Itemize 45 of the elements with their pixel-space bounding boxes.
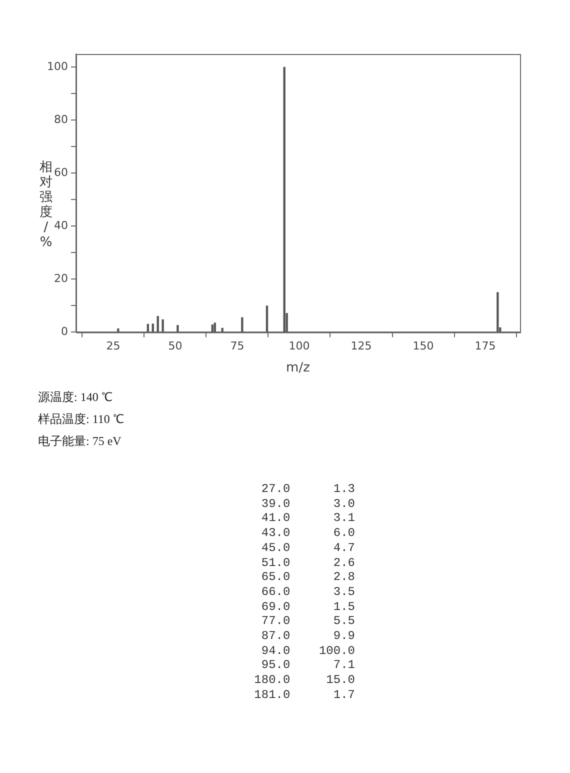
text: 39.0 3.0 xyxy=(260,496,355,512)
text: 电子能量: 75 eV xyxy=(38,433,122,450)
text: 87.0 9.9 xyxy=(260,629,355,644)
bar xyxy=(176,324,179,332)
bar xyxy=(283,66,286,332)
bar xyxy=(496,292,499,332)
x-tick-label: 75 xyxy=(230,340,244,353)
text: 41.0 3.1 xyxy=(260,511,355,526)
text: 45.0 4.7 xyxy=(260,540,355,556)
bar xyxy=(152,324,154,332)
x-tick-label: 125 xyxy=(350,340,372,353)
bar xyxy=(162,319,164,332)
bar xyxy=(214,322,216,332)
text: 95.0 7.1 xyxy=(260,658,355,674)
bar xyxy=(156,316,159,332)
x-axis-title: m/z xyxy=(286,360,310,376)
y-tick-label: 80 xyxy=(54,113,68,126)
text: 样品温度: 110 ℃ xyxy=(38,411,124,428)
bar xyxy=(117,328,120,332)
text: 27.0 1.3 xyxy=(260,482,355,497)
bar xyxy=(241,317,244,332)
y-tick-label: 60 xyxy=(54,166,68,180)
text: 94.0 100.0 xyxy=(260,644,355,658)
x-tick-label: 50 xyxy=(168,340,182,353)
text: 180.0 15.0 xyxy=(254,673,355,688)
text: 65.0 2.8 xyxy=(260,570,355,585)
bar xyxy=(146,324,150,332)
x-tick-label: 25 xyxy=(106,340,120,353)
bar xyxy=(211,324,214,332)
y-axis-title: 相对强度/% xyxy=(38,160,54,250)
text: 69.0 1.5 xyxy=(260,600,355,614)
text: 66.0 3.5 xyxy=(260,584,355,600)
bar xyxy=(266,306,268,332)
text: 43.0 6.0 xyxy=(260,526,355,541)
y-tick-label: 0 xyxy=(60,325,68,338)
x-tick-label: 100 xyxy=(288,340,310,353)
text: 源温度: 140 ℃ xyxy=(38,389,114,406)
x-tick-label: 175 xyxy=(474,340,496,353)
y-tick-label: 100 xyxy=(46,60,68,74)
y-tick-label: 20 xyxy=(54,272,68,286)
y-tick-label: 40 xyxy=(54,219,68,232)
x-tick-label: 150 xyxy=(412,340,434,353)
text: 51.0 2.6 xyxy=(260,556,355,570)
text: 77.0 5.5 xyxy=(260,614,355,630)
text: 181.0 1.7 xyxy=(254,688,355,703)
